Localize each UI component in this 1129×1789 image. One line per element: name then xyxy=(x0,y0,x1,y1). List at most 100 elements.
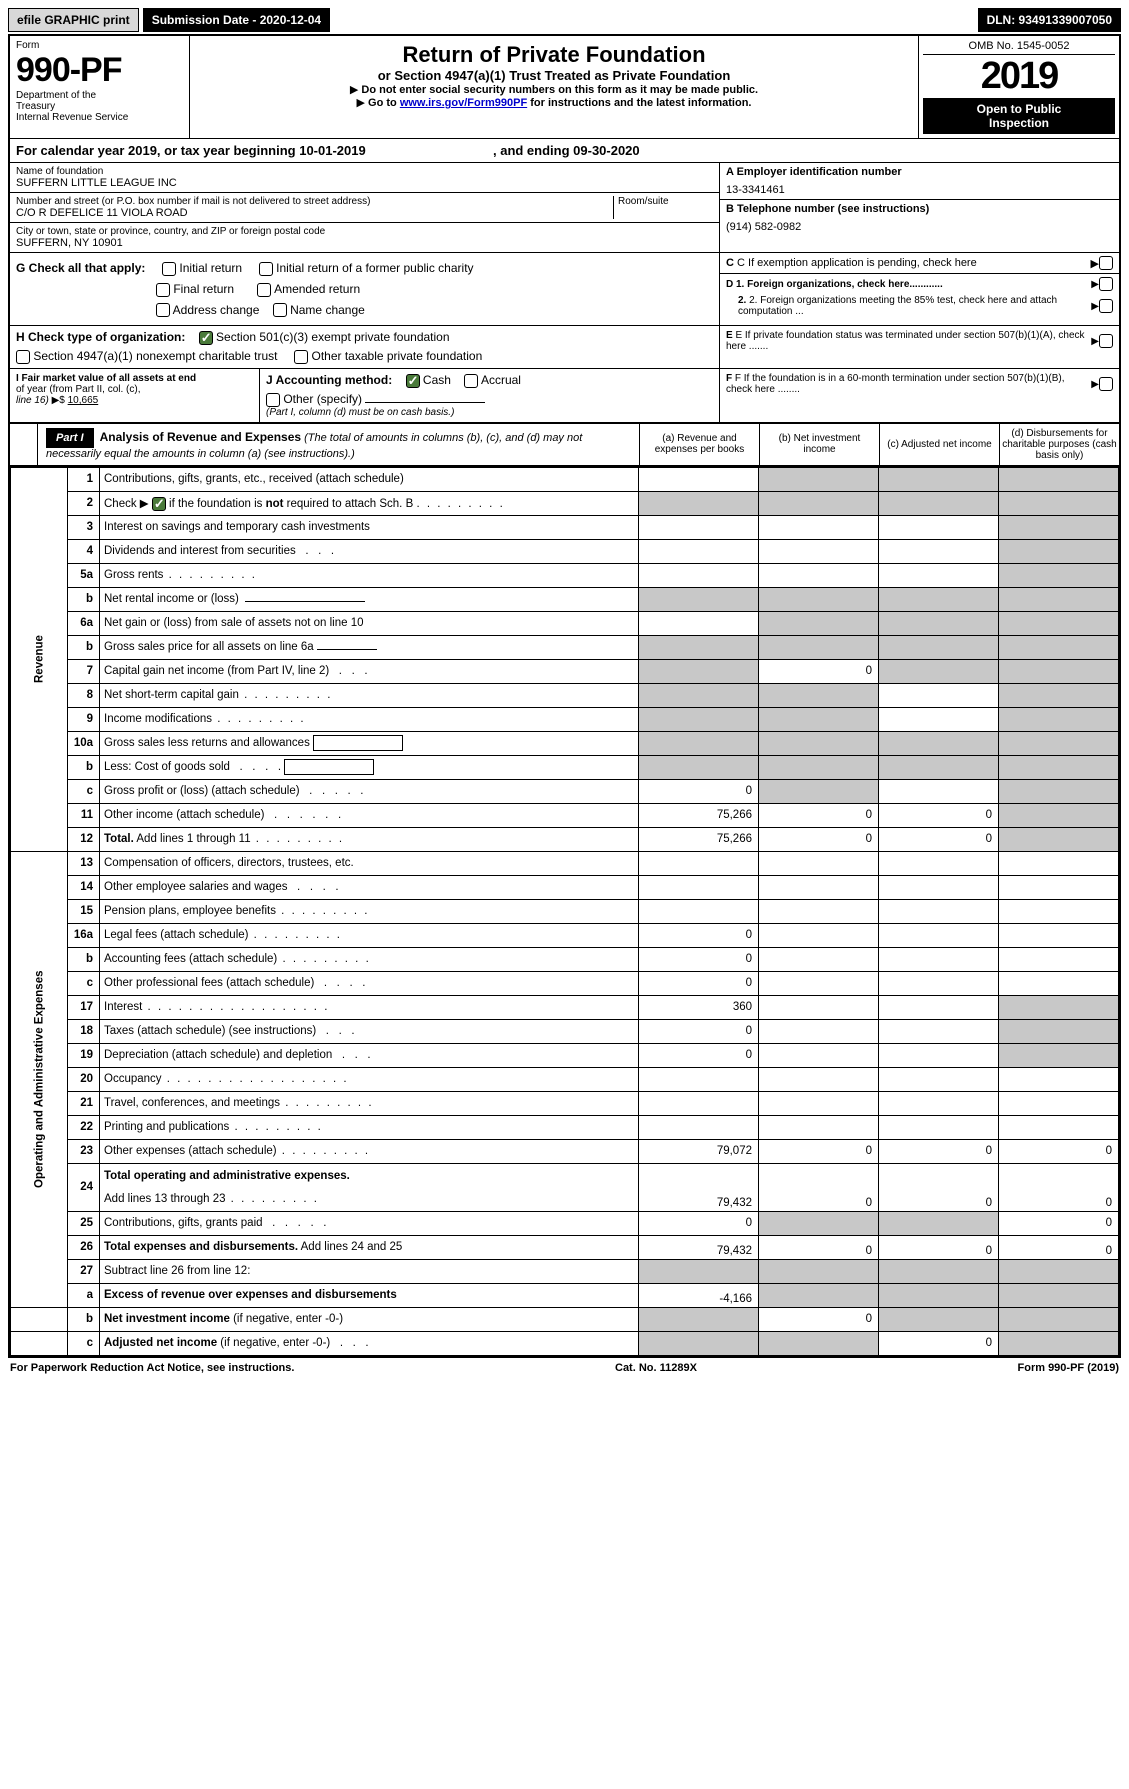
name-label: Name of foundation xyxy=(16,166,713,177)
501c3-checkbox[interactable] xyxy=(199,331,213,345)
l27a: Excess of revenue over expenses and disb… xyxy=(100,1283,639,1307)
l16a: Legal fees (attach schedule) xyxy=(100,923,639,947)
table-row: 9Income modifications xyxy=(11,707,1119,731)
l20: Occupancy xyxy=(100,1067,639,1091)
efile-button[interactable]: efile GRAPHIC print xyxy=(8,8,139,32)
v19a: 0 xyxy=(639,1043,759,1067)
form-note2: ▶ Go to www.irs.gov/Form990PF for instru… xyxy=(200,96,908,109)
col-d-head: (d) Disbursements for charitable purpose… xyxy=(999,424,1119,465)
ident-right: A Employer identification number 13-3341… xyxy=(719,163,1119,252)
v23a: 79,072 xyxy=(639,1139,759,1163)
foreign-85-checkbox[interactable] xyxy=(1099,299,1113,313)
final-return-checkbox[interactable] xyxy=(156,283,170,297)
right-cd: C C If exemption application is pending,… xyxy=(719,253,1119,325)
h-4947: Section 4947(a)(1) nonexempt charitable … xyxy=(33,349,277,363)
v24d: 0 xyxy=(999,1163,1119,1211)
table-row: 4Dividends and interest from securities … xyxy=(11,539,1119,563)
table-row: bLess: Cost of goods sold . . . . xyxy=(11,755,1119,779)
i-label1: I Fair market value of all assets at end xyxy=(16,373,196,384)
irs-link[interactable]: www.irs.gov/Form990PF xyxy=(400,97,527,109)
other-taxable-checkbox[interactable] xyxy=(294,350,308,364)
table-row: bNet rental income or (loss) xyxy=(11,587,1119,611)
v10ca: 0 xyxy=(639,779,759,803)
table-row: 6aNet gain or (loss) from sale of assets… xyxy=(11,611,1119,635)
address-change-checkbox[interactable] xyxy=(156,303,170,317)
accrual-checkbox[interactable] xyxy=(464,374,478,388)
v11a: 75,266 xyxy=(639,803,759,827)
table-row: 27Subtract line 26 from line 12: xyxy=(11,1259,1119,1283)
schb-checkbox[interactable] xyxy=(152,497,166,511)
city-cell: City or town, state or province, country… xyxy=(10,223,719,252)
foundation-name: SUFFERN LITTLE LEAGUE INC xyxy=(16,177,713,189)
l5a: Gross rents xyxy=(100,563,639,587)
col-c-head: (c) Adjusted net income xyxy=(879,424,999,465)
d1-label: D 1. Foreign organizations, check here..… xyxy=(726,279,943,290)
table-row: 8Net short-term capital gain xyxy=(11,683,1119,707)
table-row: cAdjusted net income (if negative, enter… xyxy=(11,1331,1119,1355)
ein-cell: A Employer identification number 13-3341… xyxy=(720,163,1119,200)
l25: Contributions, gifts, grants paid . . . … xyxy=(100,1211,639,1235)
g-initial-former: Initial return of a former public charit… xyxy=(276,261,473,275)
other-method-checkbox[interactable] xyxy=(266,393,280,407)
omb-number: OMB No. 1545-0052 xyxy=(923,40,1115,55)
v26b: 0 xyxy=(759,1235,879,1259)
table-row: 2 Check ▶ if the foundation is not requi… xyxy=(11,491,1119,515)
v16ca: 0 xyxy=(639,971,759,995)
l15: Pension plans, employee benefits xyxy=(100,899,639,923)
l27: Subtract line 26 from line 12: xyxy=(100,1259,639,1283)
initial-former-checkbox[interactable] xyxy=(259,262,273,276)
table-row: bNet investment income (if negative, ent… xyxy=(11,1307,1119,1331)
dln: DLN: 93491339007050 xyxy=(978,8,1121,32)
city-label: City or town, state or province, country… xyxy=(16,226,713,237)
l12: Total. Add lines 1 through 11 xyxy=(100,827,639,851)
addr-label: Number and street (or P.O. box number if… xyxy=(16,196,613,207)
part1-desc: Part I Analysis of Revenue and Expenses … xyxy=(38,424,639,465)
cash-checkbox[interactable] xyxy=(406,374,420,388)
table-row: 15Pension plans, employee benefits xyxy=(11,899,1119,923)
l19: Depreciation (attach schedule) and deple… xyxy=(100,1043,639,1067)
l6b: Gross sales price for all assets on line… xyxy=(100,635,639,659)
cal-begin: For calendar year 2019, or tax year begi… xyxy=(16,143,366,158)
j-cell: J Accounting method: Cash Accrual Other … xyxy=(260,369,719,422)
l9: Income modifications xyxy=(100,707,639,731)
terminated-checkbox[interactable] xyxy=(1099,334,1113,348)
v27cc: 0 xyxy=(879,1331,999,1355)
amended-return-checkbox[interactable] xyxy=(257,283,271,297)
row-he: H Check type of organization: Section 50… xyxy=(10,326,1119,369)
60month-checkbox[interactable] xyxy=(1099,377,1113,391)
table-row: cGross profit or (loss) (attach schedule… xyxy=(11,779,1119,803)
h-501c3: Section 501(c)(3) exempt private foundat… xyxy=(216,330,449,344)
l4: Dividends and interest from securities .… xyxy=(100,539,639,563)
e-section: E E If private foundation status was ter… xyxy=(719,326,1119,368)
h-section: H Check type of organization: Section 50… xyxy=(10,326,719,368)
f-section: F F If the foundation is in a 60-month t… xyxy=(719,369,1119,422)
table-row: 23Other expenses (attach schedule)79,072… xyxy=(11,1139,1119,1163)
form-subtitle: or Section 4947(a)(1) Trust Treated as P… xyxy=(200,68,908,83)
lines-table: Revenue 1 Contributions, gifts, grants, … xyxy=(10,467,1119,1356)
v23d: 0 xyxy=(999,1139,1119,1163)
table-row: aExcess of revenue over expenses and dis… xyxy=(11,1283,1119,1307)
g-addr-change: Address change xyxy=(173,303,260,317)
addr-cell: Number and street (or P.O. box number if… xyxy=(10,193,719,223)
l24b: Add lines 13 through 23 xyxy=(100,1187,639,1211)
l27c: Adjusted net income (if negative, enter … xyxy=(100,1331,639,1355)
initial-return-checkbox[interactable] xyxy=(162,262,176,276)
ident-grid: Name of foundation SUFFERN LITTLE LEAGUE… xyxy=(10,163,1119,253)
foreign-org-checkbox[interactable] xyxy=(1099,277,1113,291)
l24: Total operating and administrative expen… xyxy=(100,1163,639,1187)
j-accrual: Accrual xyxy=(481,373,521,387)
4947-checkbox[interactable] xyxy=(16,350,30,364)
exemption-pending-checkbox[interactable] xyxy=(1099,256,1113,270)
line-desc: Contributions, gifts, grants, etc., rece… xyxy=(100,467,639,491)
table-row: cOther professional fees (attach schedul… xyxy=(11,971,1119,995)
v24a: 79,432 xyxy=(639,1163,759,1211)
form-center: Return of Private Foundation or Section … xyxy=(190,36,919,138)
open-inspection: Open to Public Inspection xyxy=(923,98,1115,134)
table-row: 24Total operating and administrative exp… xyxy=(11,1163,1119,1187)
name-change-checkbox[interactable] xyxy=(273,303,287,317)
tel-cell: B Telephone number (see instructions) (9… xyxy=(720,200,1119,236)
g-initial: Initial return xyxy=(179,261,242,275)
l27b: Net investment income (if negative, ente… xyxy=(100,1307,639,1331)
c-cell: C C If exemption application is pending,… xyxy=(720,253,1119,274)
g-amended: Amended return xyxy=(274,282,360,296)
